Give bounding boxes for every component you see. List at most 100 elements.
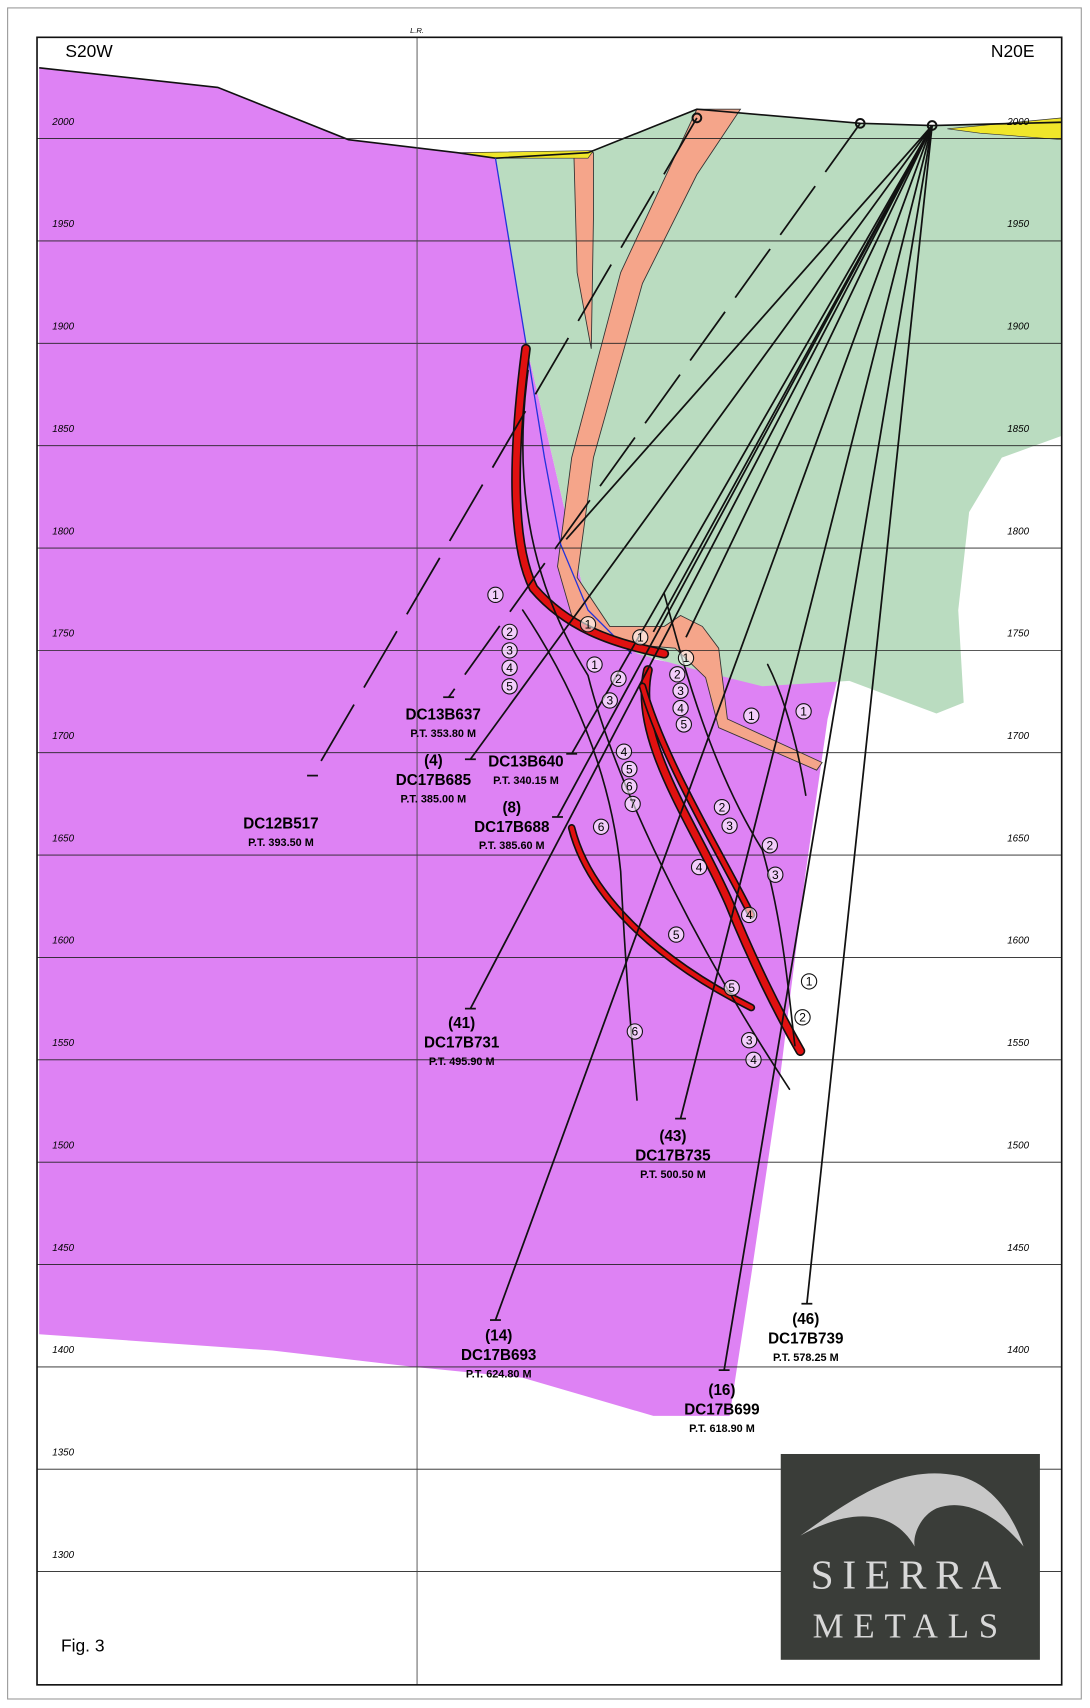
- intercept-label: 1: [585, 617, 592, 631]
- intercept-marker: [672, 682, 689, 699]
- figure-label: Fig. 3: [61, 1635, 105, 1655]
- intercept-marker: [721, 817, 738, 834]
- hole-sequence: (14): [485, 1327, 512, 1344]
- hole-sequence: (8): [502, 799, 521, 816]
- intercept-marker: [601, 692, 618, 709]
- intercept-marker: [713, 799, 731, 816]
- intercept-marker: [677, 649, 695, 667]
- intercept-label: 2: [506, 625, 513, 639]
- hole-depth: P.T. 618.90 M: [689, 1423, 755, 1435]
- veins: [511, 343, 807, 1101]
- intercept-label: 4: [746, 908, 753, 922]
- intercept-label: 5: [681, 718, 688, 732]
- hole-id: DC17B693: [461, 1347, 536, 1364]
- intercept-label: 1: [800, 705, 807, 719]
- logo: SIERRA METALS: [780, 1453, 1040, 1660]
- hole-depth: P.T. 385.60 M: [479, 840, 545, 852]
- hole-depth: P.T. 500.50 M: [640, 1169, 706, 1181]
- intercept-label: 3: [506, 644, 513, 658]
- hole-id: DC17B699: [684, 1401, 759, 1418]
- grid: [37, 138, 1062, 1573]
- elevation-label: 1900: [1007, 322, 1029, 333]
- hole-id: DC17B735: [635, 1148, 711, 1165]
- intercept-marker: [795, 703, 812, 720]
- logo-mark: [800, 1473, 1024, 1547]
- elevation-label: 1450: [52, 1243, 74, 1254]
- intercept-marker: [743, 707, 760, 724]
- hole-id: DC13B640: [488, 754, 563, 771]
- intercept-label: 1: [637, 631, 644, 645]
- hole-depth: P.T. 578.25 M: [773, 1352, 839, 1364]
- hole-depth: P.T. 495.90 M: [429, 1056, 495, 1068]
- frame: [36, 36, 1063, 1686]
- elevation-label: 1550: [52, 1038, 74, 1049]
- elevation-label: 1350: [52, 1447, 74, 1458]
- intercept-marker: [626, 1023, 644, 1040]
- hole-id: DC12B517: [243, 816, 318, 833]
- direction-left: S20W: [65, 41, 113, 61]
- intercept-marker: [579, 616, 597, 633]
- elevation-label: 1450: [1007, 1243, 1029, 1254]
- intercept-label: 6: [598, 820, 605, 834]
- elevation-label: 1300: [52, 1550, 74, 1561]
- elevation-label: 1900: [52, 322, 74, 333]
- intercept-label: 1: [806, 975, 813, 989]
- intercept-marker: [501, 623, 518, 641]
- intercept-marker: [501, 659, 518, 676]
- intercept-label: 6: [631, 1025, 638, 1039]
- intercept-marker: [621, 778, 638, 795]
- elevation-label: 1400: [52, 1345, 74, 1356]
- salmon-dike: [557, 108, 823, 771]
- elevation-label: 1600: [52, 936, 74, 947]
- labels: 2000 1950 1900 1850 1800 1750 1700 1650 1600 1550…: [51, 117, 1029, 1561]
- intercept-label: 2: [674, 668, 681, 682]
- intercept-marker: [621, 760, 638, 778]
- topography: [39, 66, 1062, 160]
- intercept-marker: [741, 1032, 758, 1049]
- intercept-label: 3: [772, 868, 779, 882]
- intercept-label: 2: [799, 1011, 806, 1025]
- drill-holes: [311, 112, 938, 1371]
- intercept-label: 5: [728, 981, 735, 995]
- elevation-label: 1850: [52, 424, 74, 435]
- hole-depth: P.T. 393.50 M: [248, 837, 314, 849]
- elevation-label: 1850: [1007, 424, 1029, 435]
- hole-depth: P.T. 353.80 M: [410, 728, 476, 740]
- intercept-marker: [767, 866, 784, 883]
- intercept-label: 3: [677, 684, 684, 698]
- intercept-marker: [610, 670, 627, 687]
- hole-depth: P.T. 385.00 M: [401, 793, 467, 805]
- hole-id: DC17B688: [474, 819, 549, 836]
- intercept-label: 1: [591, 658, 598, 672]
- hole-depth: P.T. 624.80 M: [466, 1368, 532, 1380]
- elevation-label: 2000: [1006, 117, 1029, 128]
- intercept-marker: [668, 926, 685, 943]
- hole-id: DC17B739: [768, 1331, 843, 1348]
- elevation-label: 1700: [52, 731, 74, 742]
- intercept-label: 3: [746, 1033, 753, 1047]
- intercept-marker: [615, 743, 633, 760]
- contact: [494, 158, 633, 655]
- elevation-label: 1750: [1007, 629, 1029, 640]
- intercept-marker: [487, 586, 504, 604]
- hole-depth: P.T. 340.15 M: [493, 775, 559, 787]
- intercept-label: 3: [726, 819, 733, 833]
- hole-sequence: (46): [792, 1311, 819, 1328]
- elevation-label: 1700: [1007, 731, 1029, 742]
- intercept-label: 2: [615, 672, 622, 686]
- intercept-label: 1: [683, 651, 690, 665]
- intercept-marker: [800, 973, 818, 990]
- elevation-label: 1600: [1007, 936, 1029, 947]
- elevation-label: 1500: [52, 1140, 74, 1151]
- intercept-label: 3: [606, 694, 613, 708]
- intercept-marker: [592, 818, 610, 835]
- direction-right: N20E: [991, 41, 1035, 61]
- hole-id: DC17B685: [396, 772, 472, 789]
- intercept-label: 2: [719, 800, 726, 814]
- intercept-marker: [669, 666, 686, 683]
- intercept-marker: [501, 678, 518, 695]
- elevation-label: 1650: [52, 833, 74, 844]
- intercept-label: 7: [629, 797, 636, 811]
- intercept-label: 4: [696, 860, 703, 874]
